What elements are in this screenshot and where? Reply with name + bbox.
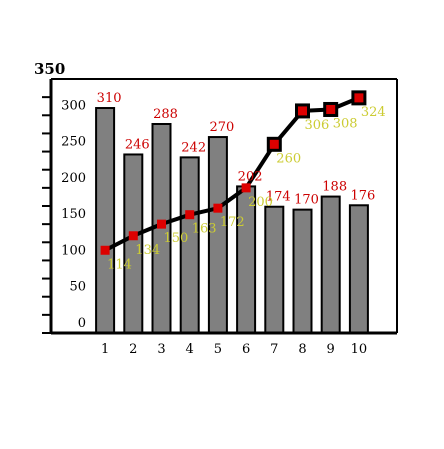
- axis-top-label: 350: [34, 60, 65, 78]
- line-point-6: [241, 183, 251, 193]
- line-point-8: [295, 103, 310, 119]
- bar-data-label: 176: [350, 188, 375, 203]
- line-point-1: [100, 245, 110, 255]
- line-data-label: 306: [305, 118, 330, 133]
- bar-data-label: 202: [238, 169, 263, 184]
- y-tick-label: 250: [61, 135, 86, 150]
- bar-data-label: 170: [294, 193, 319, 208]
- y-tick-labels: 0 50 100 150 200 250 300: [42, 96, 86, 334]
- bar-data-label: 246: [125, 137, 150, 152]
- x-tick-label: 3: [157, 342, 165, 357]
- line-point-2: [128, 231, 138, 241]
- line-point-9: [323, 101, 339, 117]
- bar-data-label: 174: [266, 190, 291, 205]
- x-tick-label: 9: [327, 342, 335, 357]
- bar-data-label: 310: [97, 91, 122, 106]
- line-point-10: [351, 90, 367, 106]
- bar-1: [95, 107, 116, 335]
- line-data-label: 150: [164, 231, 189, 246]
- bar-data-label: 188: [322, 180, 347, 195]
- line-data-label: 163: [192, 222, 217, 237]
- line-point-7: [266, 136, 282, 152]
- x-tick-label: 6: [242, 342, 250, 357]
- line-series: [100, 90, 367, 255]
- y-tick-label: 300: [61, 98, 86, 113]
- line-data-label: 200: [248, 195, 273, 210]
- y-tick-label: 100: [61, 243, 86, 258]
- y-tick-label: 0: [78, 316, 86, 331]
- y-tick-label: 150: [61, 207, 86, 222]
- bar-data-label: 270: [209, 120, 234, 135]
- line-point-5: [213, 203, 223, 213]
- y-tick-label: 50: [69, 280, 86, 295]
- line-point-3: [157, 219, 166, 229]
- x-tick-label: 8: [298, 342, 306, 357]
- bar-10: [348, 204, 369, 335]
- line-point-4: [185, 210, 195, 220]
- bar-data-label: 288: [153, 107, 178, 122]
- line-data-label: 172: [220, 215, 245, 230]
- line-data-label: 260: [276, 151, 301, 166]
- line-data-label: 114: [107, 257, 132, 272]
- x-tick-label: 5: [214, 342, 222, 357]
- bar-9: [320, 195, 341, 334]
- line-data-label: 134: [135, 243, 160, 258]
- x-tick-label: 4: [186, 342, 194, 357]
- line-data-label: 308: [333, 116, 358, 131]
- x-tick-label: 1: [101, 342, 109, 357]
- plot-frame: [49, 78, 398, 335]
- line-data-label: 324: [361, 105, 386, 120]
- x-tick-labels: 1 2 3 4 5 6 7 8 9 10: [101, 342, 367, 357]
- x-tick-label: 7: [270, 342, 278, 357]
- x-tick-label: 10: [351, 342, 368, 357]
- line-path: [103, 95, 361, 253]
- bar-data-label: 242: [181, 140, 206, 155]
- y-tick-label: 200: [61, 171, 86, 186]
- bar-7: [264, 205, 285, 334]
- bar-8: [292, 208, 313, 334]
- x-tick-label: 2: [129, 342, 137, 357]
